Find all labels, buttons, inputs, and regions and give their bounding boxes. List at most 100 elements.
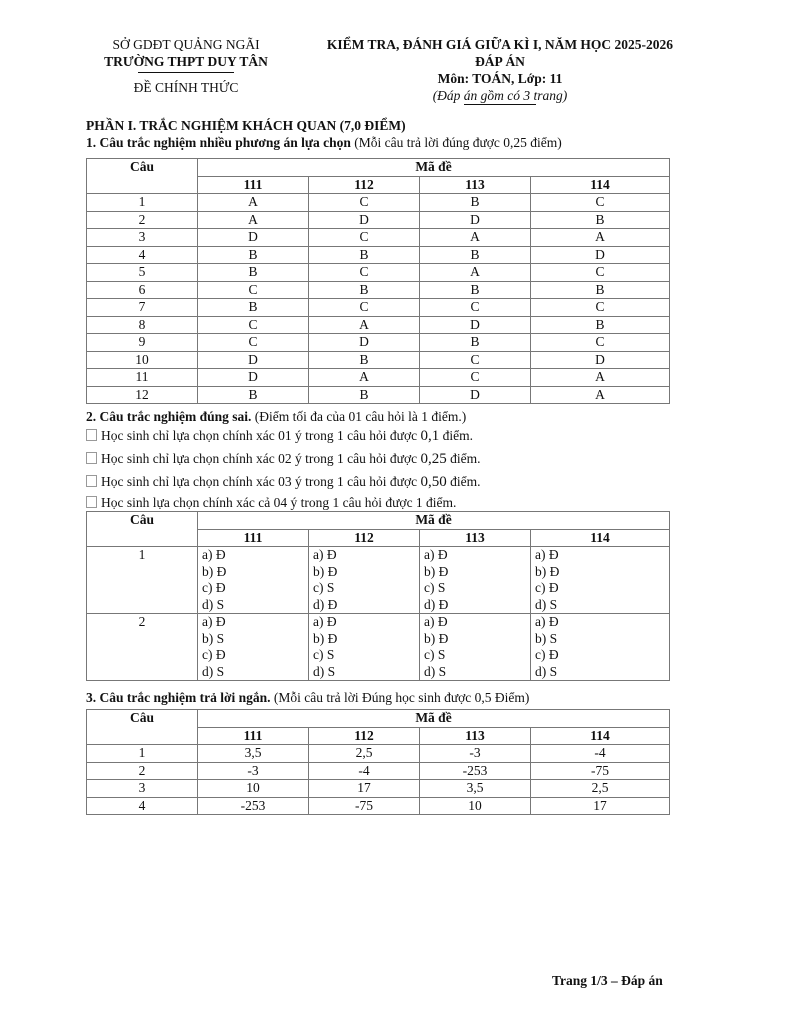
page-count-note: (Đáp án gồm có 3 trang)	[432, 88, 568, 103]
answer-cell: B	[530, 280, 670, 299]
statement-answer: c) S	[313, 580, 335, 595]
divider	[464, 104, 536, 105]
section3-title: 3. Câu trắc nghiệm trả lời ngắn.	[86, 690, 271, 705]
answer-cell: -253	[419, 761, 531, 780]
answer-cell: 3,5	[197, 744, 309, 763]
table-row: 2 -3 -4 -253 -75	[86, 761, 670, 780]
section3-note: (Mỗi câu trả lời Đúng học sinh được 0,5 …	[270, 690, 530, 705]
answer-cell: B	[419, 245, 531, 264]
statement-answer: b) S	[535, 630, 558, 646]
statement-answer: c) Đ	[535, 580, 559, 595]
statement-answer: a) Đ	[535, 547, 559, 562]
statement-answer: b) Đ	[424, 563, 449, 579]
statement-answer: a) Đ	[424, 547, 448, 562]
answer-cell: A	[530, 228, 670, 247]
table-row: 3 10 17 3,5 2,5	[86, 779, 670, 798]
code-header: 111	[197, 528, 309, 547]
statement-answer: d) S	[535, 596, 558, 612]
answer-cell: B	[308, 385, 420, 404]
answer-cell: D	[308, 210, 420, 229]
rule-suffix: điểm.	[439, 428, 473, 443]
answer-cell: C	[308, 263, 420, 282]
statement-answer: b) Đ	[535, 563, 560, 579]
answer-cell: D	[419, 210, 531, 229]
statement-answer: d) S	[202, 596, 225, 612]
question-number: 4	[86, 796, 198, 815]
statement-answer: b) Đ	[202, 563, 227, 579]
statement-answer: a) Đ	[535, 614, 559, 629]
answer-cell: A	[530, 385, 670, 404]
answer-cell: C	[530, 333, 670, 352]
answer-cell: C	[419, 350, 531, 369]
answer-cell: D	[419, 385, 531, 404]
section1-note: (Mỗi câu trả lời đúng được 0,25 điểm)	[350, 135, 562, 150]
code-header: 111	[197, 726, 309, 745]
answer-cell: B	[197, 385, 309, 404]
exam-title: KIỂM TRA, ĐÁNH GIÁ GIỮA KÌ I, NĂM HỌC 20…	[326, 37, 674, 52]
answer-cell: A	[197, 210, 309, 229]
section3-heading: 3. Câu trắc nghiệm trả lời ngắn. (Mỗi câ…	[86, 689, 529, 706]
answer-cell: D	[530, 245, 670, 264]
scoring-rule: Học sinh chỉ lựa chọn chính xác 03 ý tro…	[86, 473, 480, 491]
statement-answer: c) S	[313, 647, 335, 662]
rule-text: Học sinh chỉ lựa chọn chính xác 02 ý tro…	[101, 451, 421, 466]
table-row: 12 B B D A	[86, 385, 670, 404]
question-number: 9	[86, 333, 198, 352]
answer-cell: C	[308, 228, 420, 247]
answer-cell: 10	[419, 796, 531, 815]
answer-cell: 17	[530, 796, 670, 815]
code-header: 112	[308, 726, 420, 745]
rule-text: Học sinh chỉ lựa chọn chính xác 01 ý tro…	[101, 428, 421, 443]
col-made: Mã đề	[197, 158, 670, 177]
question-number: 2	[86, 210, 198, 229]
answer-cell: B	[308, 245, 420, 264]
rule-points: 0,1	[420, 428, 440, 444]
answer-cell: C	[197, 333, 309, 352]
answer-cell: B	[530, 210, 670, 229]
answer-cell: C	[419, 298, 531, 317]
question-number: 4	[86, 245, 198, 264]
section1-title: 1. Câu trắc nghiệm nhiều phương án lựa c…	[86, 135, 351, 150]
scoring-rule: Học sinh lựa chọn chính xác cả 04 ý tron…	[86, 494, 456, 511]
answer-cell: B	[419, 333, 531, 352]
question-number: 11	[86, 368, 198, 387]
page-footer: Trang 1/3 – Đáp án	[552, 973, 663, 988]
answer-cell: A	[308, 368, 420, 387]
col-cau: Câu	[86, 511, 198, 547]
section2-title: 2. Câu trắc nghiệm đúng sai.	[86, 409, 252, 424]
statement-answer: a) Đ	[313, 547, 337, 562]
answer-cell: C	[530, 298, 670, 317]
statement-answer: d) Đ	[424, 596, 449, 612]
header-right: KIỂM TRA, ĐÁNH GIÁ GIỮA KÌ I, NĂM HỌC 20…	[300, 36, 700, 105]
statement-answer: a) Đ	[424, 614, 448, 629]
statement-answer: b) S	[202, 630, 225, 646]
answer-cell: D	[419, 315, 531, 334]
department: SỞ GDĐT QUẢNG NGÃI	[112, 37, 260, 52]
statement-answer: c) Đ	[535, 647, 559, 662]
rule-suffix: điểm.	[446, 451, 481, 466]
short-answer-table: Câu Mã đề 111 112 113 114 1 3,5 2,5 -3 -4 2 -3 -4 -2…	[86, 709, 670, 815]
answer-cell: 2,5	[308, 744, 420, 763]
answer-cell: -253	[197, 796, 309, 815]
answer-cell: -4	[308, 761, 420, 780]
code-header: 113	[419, 175, 531, 194]
answer-cell: 2,5	[530, 779, 670, 798]
question-number: 2	[86, 613, 198, 681]
checkbox-icon	[86, 452, 97, 464]
statement-answer: d) Đ	[313, 596, 338, 612]
school-name: TRƯỜNG THPT DUY TÂN	[104, 54, 268, 69]
answer-cell: B	[419, 193, 531, 212]
statement-answer: d) S	[424, 663, 447, 679]
